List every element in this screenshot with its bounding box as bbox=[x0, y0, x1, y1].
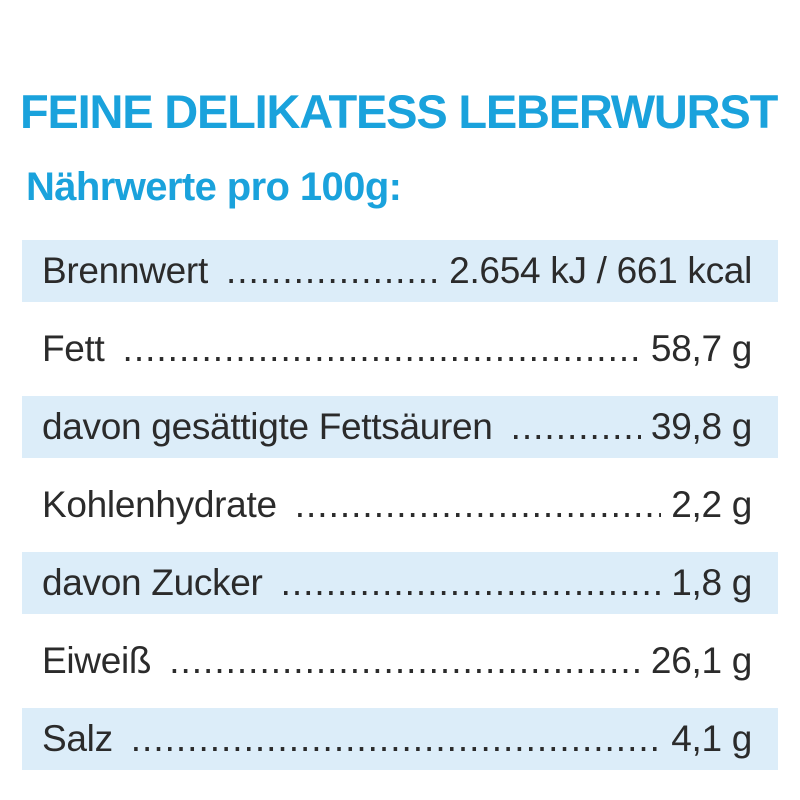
nutrition-value: 2.654 kJ / 661 kcal bbox=[449, 250, 752, 291]
nutrition-label: Brennwert bbox=[42, 250, 208, 291]
nutrition-row-kohlenhydrate: Kohlenhydrate 2,2 g bbox=[22, 474, 778, 536]
nutrition-label: Salz bbox=[42, 718, 113, 759]
nutrition-label: davon gesättigte Fettsäuren bbox=[42, 406, 493, 447]
nutrition-value: 2,2 g bbox=[671, 484, 752, 525]
nutrition-subtitle: Nährwerte pro 100g: bbox=[26, 165, 402, 209]
dot-leader bbox=[169, 640, 641, 682]
nutrition-label: davon Zucker bbox=[42, 562, 263, 603]
dot-leader bbox=[131, 718, 661, 760]
product-title: FEINE DELIKATESS LEBERWURST bbox=[20, 85, 778, 138]
nutrition-row-salz: Salz 4,1 g bbox=[22, 708, 778, 770]
nutrition-label: Kohlenhydrate bbox=[42, 484, 277, 525]
nutrition-row-fett: Fett 58,7 g bbox=[22, 318, 778, 380]
dot-leader bbox=[226, 250, 439, 292]
nutrition-value: 58,7 g bbox=[650, 328, 752, 369]
nutrition-row-eiweiss: Eiweiß 26,1 g bbox=[22, 630, 778, 692]
nutrition-table: Brennwert 2.654 kJ / 661 kcal Fett 58,7 … bbox=[22, 240, 778, 786]
nutrition-value: 26,1 g bbox=[650, 640, 752, 681]
dot-leader bbox=[123, 328, 641, 370]
dot-leader bbox=[281, 562, 662, 604]
dot-leader bbox=[295, 484, 661, 526]
nutrition-value: 1,8 g bbox=[671, 562, 752, 603]
nutrition-row-zucker: davon Zucker 1,8 g bbox=[22, 552, 778, 614]
nutrition-row-brennwert: Brennwert 2.654 kJ / 661 kcal bbox=[22, 240, 778, 302]
dot-leader bbox=[511, 406, 641, 448]
nutrition-label: Fett bbox=[42, 328, 105, 369]
nutrition-label: Eiweiß bbox=[42, 640, 152, 681]
nutrition-row-gesaettigte-fettsaeuren: davon gesättigte Fettsäuren 39,8 g bbox=[22, 396, 778, 458]
nutrition-value: 4,1 g bbox=[671, 718, 752, 759]
nutrition-value: 39,8 g bbox=[650, 406, 752, 447]
